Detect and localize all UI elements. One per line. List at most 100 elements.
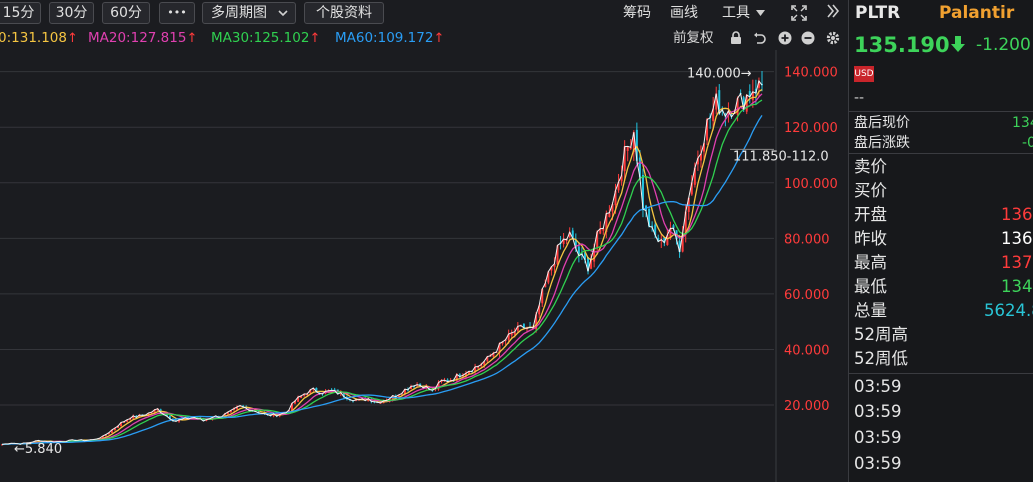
candle-body xyxy=(315,387,318,392)
candle-body xyxy=(165,414,168,417)
candle-body xyxy=(745,94,748,112)
price-adjust-toggle[interactable]: 前复权 xyxy=(673,30,714,46)
ma10-value: 0:131.108↑ xyxy=(0,30,78,46)
candle-body xyxy=(748,91,751,97)
y-tick-label: 100.000 xyxy=(784,177,838,192)
candle-body xyxy=(437,382,440,390)
trade-time: 03:59 xyxy=(854,428,902,447)
candle-body xyxy=(113,428,116,431)
zoom-in-icon[interactable] xyxy=(778,31,792,45)
multi-period-dropdown[interactable]: 多周期图 xyxy=(202,2,296,24)
candle-body xyxy=(593,248,596,262)
candle-body xyxy=(440,380,443,382)
candle-body xyxy=(312,388,315,390)
period-15min-button[interactable]: 15分 xyxy=(0,2,41,24)
expand-icon[interactable] xyxy=(790,4,808,22)
chip-distribution-button[interactable]: 筹码 xyxy=(623,5,651,21)
candle-body xyxy=(409,386,412,390)
settings-icon[interactable] xyxy=(826,31,840,45)
panel-divider xyxy=(849,153,1033,154)
candle-body xyxy=(428,386,431,390)
period-60min-button[interactable]: 60分 xyxy=(102,2,150,24)
open-label: 开盘 xyxy=(854,205,887,224)
candle-body xyxy=(178,419,181,422)
down-arrow-icon xyxy=(951,36,965,52)
candle-body xyxy=(706,119,709,141)
candle-body xyxy=(617,182,620,191)
y-tick-label: 140.000 xyxy=(784,66,838,81)
candle-body xyxy=(501,341,504,344)
candle-body xyxy=(138,415,141,418)
candle-body xyxy=(477,366,480,369)
trade-time: 03:59 xyxy=(854,454,902,473)
candle-body xyxy=(300,395,303,398)
candle-body xyxy=(516,326,519,331)
candle-body xyxy=(727,111,730,116)
panel-divider xyxy=(849,373,1033,374)
tools-label: 工具 xyxy=(722,5,750,21)
chart-toolbar: 15分 30分 60分 ••• 多周期图 个股资料 筹码 画线 工具 xyxy=(0,0,848,26)
candle-body xyxy=(492,353,495,357)
undo-icon[interactable] xyxy=(753,31,767,45)
candle-body xyxy=(632,132,635,153)
candle-body xyxy=(599,228,602,234)
candle-body xyxy=(116,426,119,428)
candle-body xyxy=(232,408,235,410)
candle-body xyxy=(458,374,461,377)
ma20-value: MA20:127.815↑ xyxy=(88,30,198,46)
candle-body xyxy=(703,143,706,152)
price-change: -1.200 xyxy=(976,35,1031,55)
high-label: 最高 xyxy=(854,253,887,272)
after-hours-change-label: 盘后涨跌 xyxy=(854,135,910,151)
quote-panel: PLTR Palantir 135.190 -1.200 USD -- 盘后现价… xyxy=(848,0,1033,482)
candle-body xyxy=(696,158,699,165)
tools-menu-button[interactable]: 工具 xyxy=(722,3,766,23)
candle-body xyxy=(684,211,687,234)
candle-body xyxy=(297,397,300,402)
candle-body xyxy=(547,271,550,283)
candle-body xyxy=(626,146,629,151)
chart-annotations: 140.000→ ←5.840 111.850-112.0 xyxy=(14,67,829,457)
after-hours-change-value: -0 xyxy=(1022,135,1033,151)
candle-body xyxy=(571,230,574,239)
draw-line-button[interactable]: 画线 xyxy=(670,5,698,21)
candle-body xyxy=(681,233,684,252)
kline-chart[interactable]: 140.000 120.000 100.000 80.000 60.000 40.000 2… xyxy=(0,50,848,482)
candle-body xyxy=(107,432,110,435)
candle-body xyxy=(419,383,422,386)
company-name: Palantir xyxy=(939,3,1015,23)
candle-body xyxy=(544,283,547,288)
candle-body xyxy=(486,356,489,362)
candle-body xyxy=(754,88,757,94)
lock-icon[interactable] xyxy=(729,31,743,45)
close-line xyxy=(1,79,763,445)
zoom-out-icon[interactable] xyxy=(801,31,815,45)
candle-body xyxy=(480,364,483,367)
stock-info-button[interactable]: 个股资料 xyxy=(304,2,384,24)
candle-body xyxy=(568,232,571,238)
ma60-line xyxy=(1,115,763,446)
candle-body xyxy=(120,422,123,427)
candle-body xyxy=(541,288,544,304)
candle-body xyxy=(397,394,400,397)
candle-body xyxy=(388,398,391,401)
trade-time: 03:59 xyxy=(854,402,902,421)
volume-row: 总量 5624.8 xyxy=(854,299,1033,323)
candle-body xyxy=(498,343,501,353)
candle-body xyxy=(306,394,309,396)
double-chevron-right-icon[interactable] xyxy=(826,3,840,19)
candle-body xyxy=(226,412,229,415)
candle-body xyxy=(657,237,660,242)
candle-body xyxy=(666,234,669,245)
kline-chart-canvas[interactable]: 140.000 120.000 100.000 80.000 60.000 40.000 2… xyxy=(0,50,848,482)
candle-body xyxy=(309,389,312,394)
period-30min-button[interactable]: 30分 xyxy=(49,2,94,24)
candle-body xyxy=(596,231,599,248)
candle-body xyxy=(400,393,403,395)
candle-body xyxy=(147,413,150,416)
candle-body xyxy=(660,239,663,242)
more-periods-button[interactable]: ••• xyxy=(159,2,195,24)
candle-body xyxy=(132,415,135,419)
ma20-line xyxy=(1,93,763,446)
high-value: 137 xyxy=(1001,253,1033,272)
